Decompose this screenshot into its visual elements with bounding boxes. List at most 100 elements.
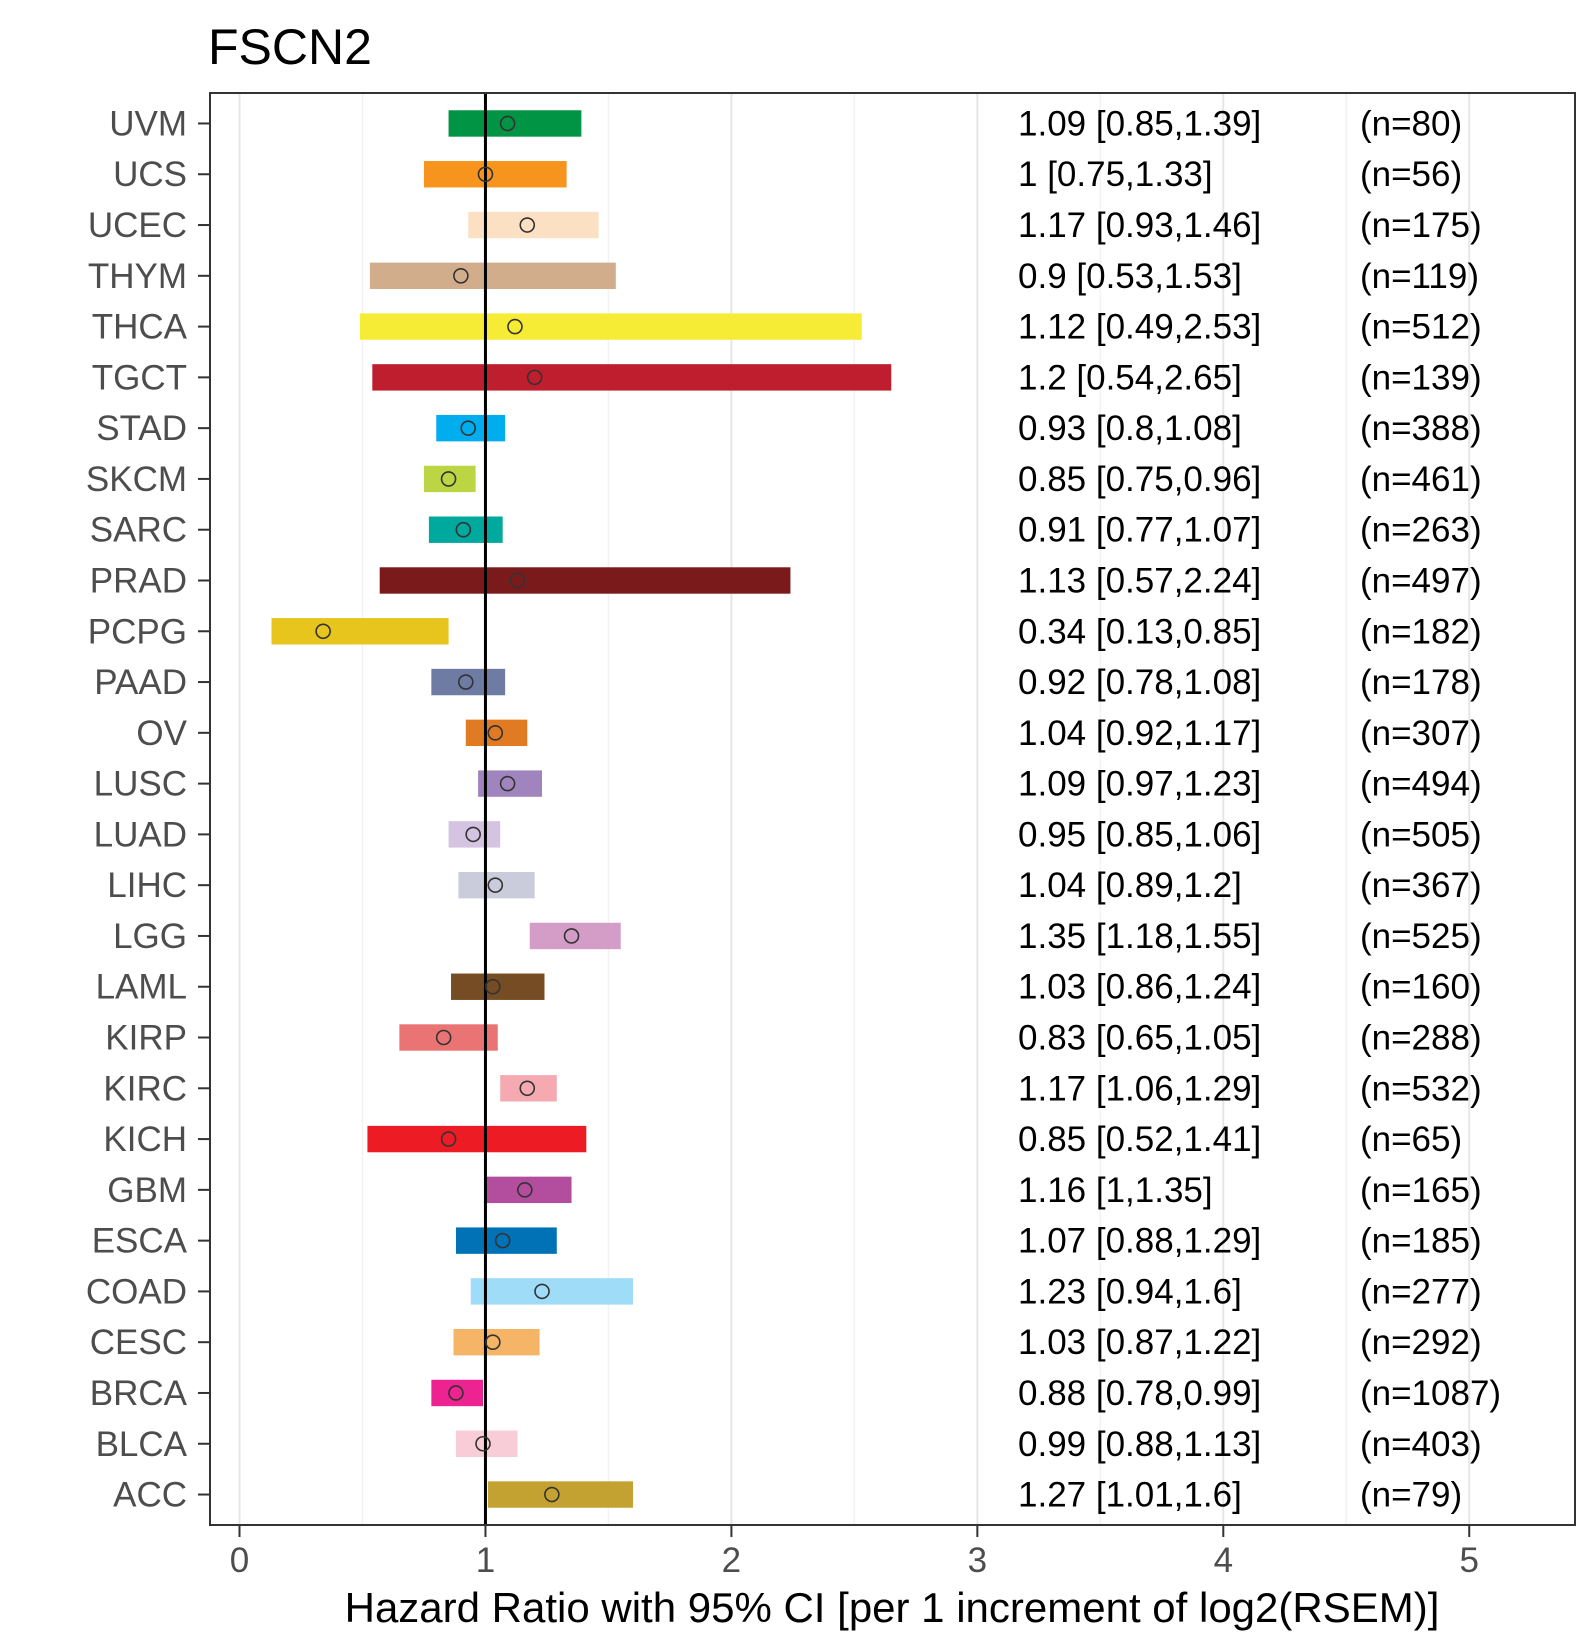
ci-text-ov: 1.04 [0.92,1.17]: [1018, 714, 1261, 753]
ci-bar-cesc: [453, 1328, 540, 1356]
hr-point-acc: [544, 1486, 560, 1503]
ci-text-kich: 0.85 [0.52,1.41]: [1018, 1120, 1261, 1159]
hr-point-gbm: [517, 1182, 533, 1198]
y-label-pcpg: PCPG: [88, 612, 187, 651]
ci-bar-lihc: [458, 871, 535, 899]
hr-point-kich: [440, 1131, 457, 1147]
hr-point-cesc: [485, 1334, 501, 1350]
y-label-lgg: LGG: [113, 917, 187, 956]
ci-text-paad: 0.92 [0.78,1.08]: [1018, 663, 1261, 702]
ci-bar-gbm: [485, 1176, 572, 1204]
ci-bars: [271, 110, 892, 1508]
ci-bar-brca: [431, 1379, 483, 1407]
ci-text-tgct: 1.2 [0.54,2.65]: [1018, 358, 1242, 397]
y-label-sarc: SARC: [90, 511, 187, 550]
ci-bar-acc: [487, 1481, 634, 1508]
hr-point-thca: [507, 318, 523, 335]
ci-bar-laml: [451, 973, 545, 1000]
ci-bar-coad: [470, 1278, 634, 1305]
x-tick-label-1: 1: [476, 1541, 495, 1580]
ci-bar-thym: [369, 262, 616, 290]
n-text-kirc: (n=532): [1360, 1069, 1482, 1108]
ci-text-laml: 1.03 [0.86,1.24]: [1018, 968, 1261, 1007]
y-axis-ticks: [198, 122, 210, 1496]
ci-text-stad: 0.93 [0.8,1.08]: [1018, 409, 1242, 448]
hr-point-ov: [487, 725, 504, 741]
n-text-lihc: (n=367): [1360, 866, 1482, 905]
ci-bar-kirp: [399, 1024, 498, 1051]
hr-point-pcpg: [315, 623, 331, 640]
n-text-brca: (n=1087): [1360, 1374, 1501, 1413]
y-label-gbm: GBM: [107, 1171, 187, 1210]
y-label-coad: COAD: [86, 1272, 187, 1311]
ci-bar-lgg: [529, 922, 621, 950]
ci-text-lihc: 1.04 [0.89,1.2]: [1018, 866, 1242, 905]
ci-text-luad: 0.95 [0.85,1.06]: [1018, 815, 1261, 854]
n-text-kich: (n=65): [1360, 1120, 1462, 1159]
ci-bar-tgct: [372, 364, 892, 391]
y-label-ucs: UCS: [113, 155, 187, 194]
ci-text-acc: 1.27 [1.01,1.6]: [1018, 1476, 1242, 1515]
ci-bar-esca: [455, 1227, 557, 1254]
ci-text-thym: 0.9 [0.53,1.53]: [1018, 257, 1242, 296]
y-axis-labels: UVM UCS UCEC THYM THCA TGCT STAD SKCM SARC PRAD PC…: [86, 104, 188, 1514]
ci-bar-lusc: [478, 770, 543, 797]
ci-bar-kirc: [500, 1075, 557, 1102]
hr-point-ucs: [477, 166, 494, 183]
y-label-uvm: UVM: [109, 104, 187, 143]
ci-text-gbm: 1.16 [1,1.35]: [1018, 1171, 1213, 1210]
hr-point-tgct: [526, 369, 543, 386]
hr-point-skcm: [440, 471, 457, 487]
n-text-lgg: (n=525): [1360, 917, 1482, 956]
ci-text-skcm: 0.85 [0.75,0.96]: [1018, 460, 1261, 499]
hr-point-esca: [494, 1232, 511, 1249]
n-text-acc: (n=79): [1360, 1476, 1462, 1515]
ci-text-column: 1.09 [0.85,1.39] 1 [0.75,1.33] 1.17 [0.93,…: [1018, 104, 1261, 1514]
y-label-luad: LUAD: [94, 815, 187, 854]
n-text-pcpg: (n=182): [1360, 612, 1482, 651]
hr-point-ucec: [519, 217, 536, 233]
y-label-ucec: UCEC: [88, 206, 187, 245]
x-axis-label: Hazard Ratio with 95% CI [per 1 incremen…: [345, 1584, 1440, 1631]
n-text-prad: (n=497): [1360, 561, 1482, 600]
hr-point-stad: [460, 420, 477, 436]
ci-text-kirc: 1.17 [1.06,1.29]: [1018, 1069, 1261, 1108]
y-label-brca: BRCA: [90, 1374, 188, 1413]
n-text-cesc: (n=292): [1360, 1323, 1482, 1362]
ci-text-prad: 1.13 [0.57,2.24]: [1018, 561, 1261, 600]
hr-point-brca: [448, 1385, 464, 1401]
ci-bar-kich: [367, 1125, 587, 1153]
ci-bar-paad: [431, 668, 506, 696]
y-label-kirp: KIRP: [105, 1019, 187, 1058]
x-tick-label-4: 4: [1214, 1541, 1233, 1580]
chart-title: FSCN2: [208, 19, 372, 75]
n-text-lusc: (n=494): [1360, 765, 1482, 804]
n-text-ucec: (n=175): [1360, 206, 1482, 245]
n-text-coad: (n=277): [1360, 1272, 1482, 1311]
hr-point-kirc: [519, 1080, 536, 1097]
x-axis-ticks: 0 1 2 3 4 5: [230, 1525, 1479, 1580]
ci-text-esca: 1.07 [0.88,1.29]: [1018, 1222, 1261, 1261]
hr-point-luad: [465, 826, 481, 843]
hr-point-lusc: [499, 775, 516, 792]
ci-text-sarc: 0.91 [0.77,1.07]: [1018, 511, 1261, 550]
y-label-kich: KICH: [103, 1120, 187, 1159]
n-text-ucs: (n=56): [1360, 155, 1462, 194]
y-label-acc: ACC: [113, 1476, 187, 1515]
hr-point-blca: [475, 1435, 491, 1452]
n-text-thym: (n=119): [1360, 257, 1479, 296]
ci-bar-ucec: [468, 211, 599, 239]
ci-text-coad: 1.23 [0.94,1.6]: [1018, 1272, 1242, 1311]
hr-point-prad: [509, 572, 526, 589]
y-label-blca: BLCA: [96, 1425, 188, 1464]
n-text-tgct: (n=139): [1360, 358, 1482, 397]
hr-point-uvm: [499, 115, 516, 132]
n-text-sarc: (n=263): [1360, 511, 1482, 550]
ci-bar-ov: [465, 719, 528, 747]
y-label-thym: THYM: [88, 257, 187, 296]
ci-bar-thca: [360, 313, 862, 340]
ci-text-lgg: 1.35 [1.18,1.55]: [1018, 917, 1261, 956]
ci-bar-stad: [436, 414, 506, 442]
n-text-column: (n=80) (n=56) (n=175) (n=119) (n=512) (n=139)…: [1360, 104, 1501, 1514]
